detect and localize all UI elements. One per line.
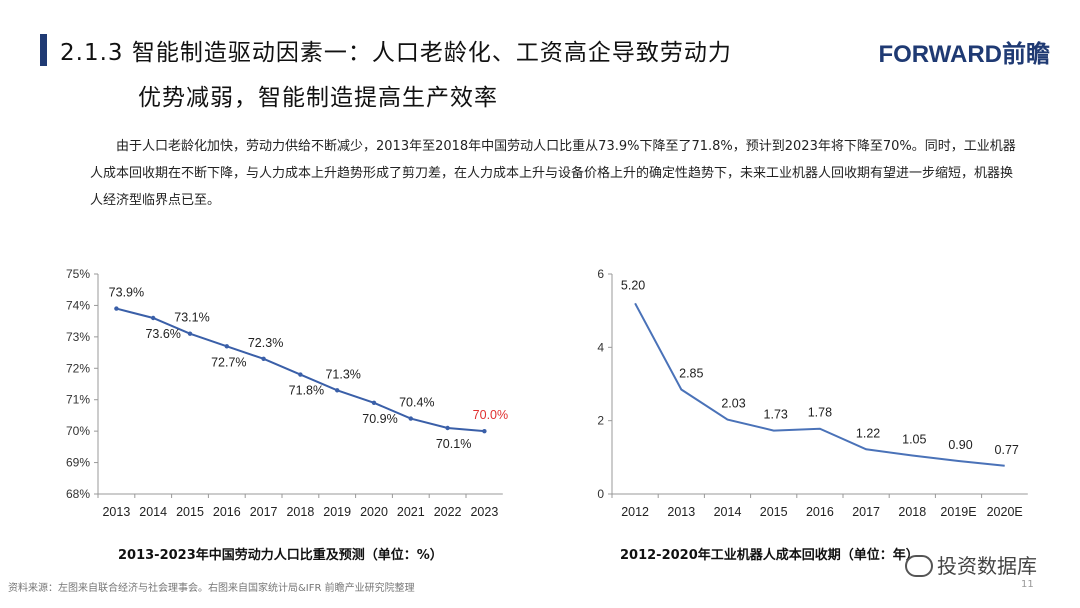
payback-period-chart: 0 2 4 6 2012 2013 2014 2015 2016 2017 2018 2019E 202… bbox=[560, 262, 1040, 531]
data-point bbox=[224, 344, 229, 349]
page-number: 11 bbox=[1021, 579, 1034, 590]
x-tick-label: 2019 bbox=[323, 505, 351, 519]
x-tick-label: 2023 bbox=[470, 505, 498, 519]
x-tick-label: 2016 bbox=[806, 505, 834, 519]
x-tick-label: 2021 bbox=[397, 505, 425, 519]
y-tick-label: 73% bbox=[66, 330, 90, 344]
data-point bbox=[298, 372, 303, 377]
data-point bbox=[482, 428, 487, 434]
data-label: 1.22 bbox=[856, 426, 880, 440]
data-label: 0.90 bbox=[948, 438, 972, 452]
x-tick-label: 2016 bbox=[213, 505, 241, 519]
data-label: 71.8% bbox=[289, 384, 324, 398]
data-label: 71.3% bbox=[325, 367, 360, 381]
data-label: 1.73 bbox=[764, 408, 788, 422]
x-tick-label: 2015 bbox=[760, 505, 788, 519]
data-label: 5.20 bbox=[621, 278, 645, 292]
x-tick-label: 2022 bbox=[434, 505, 462, 519]
labor-share-chart-svg: 68% 69% 70% 71% 72% 73% 74% 75% 2013 2014 2015 2016… bbox=[66, 267, 508, 519]
data-label: 2.03 bbox=[721, 397, 745, 411]
data-label: 0.77 bbox=[995, 443, 1019, 457]
labor-share-chart: 68% 69% 70% 71% 72% 73% 74% 75% 2013 2014 2015 2016… bbox=[30, 262, 520, 531]
series-line bbox=[634, 302, 1005, 467]
data-point bbox=[151, 315, 156, 321]
y-tick-label: 75% bbox=[66, 267, 90, 281]
y-tick-label: 69% bbox=[66, 456, 90, 470]
x-tick-label: 2017 bbox=[250, 505, 278, 519]
wechat-icon bbox=[905, 554, 933, 577]
right-chart-caption: 2012-2020年工业机器人成本回收期（单位：年） bbox=[620, 548, 919, 563]
y-tick-label: 0 bbox=[597, 487, 604, 501]
page-title-line1: 2.1.3 智能制造驱动因素一：人口老龄化、工资高企导致劳动力 bbox=[60, 40, 732, 66]
y-tick-label: 68% bbox=[66, 487, 90, 501]
y-tick-label: 72% bbox=[66, 361, 90, 375]
x-tick-label: 2013 bbox=[667, 505, 695, 519]
y-tick-label: 2 bbox=[597, 414, 604, 428]
y-tick-label: 74% bbox=[66, 298, 90, 312]
x-tick-label: 2018 bbox=[898, 505, 926, 519]
data-point bbox=[408, 416, 413, 421]
data-point bbox=[261, 356, 266, 362]
x-tick-label: 2015 bbox=[176, 505, 204, 519]
y-tick-label: 71% bbox=[66, 393, 90, 407]
data-label: 72.3% bbox=[248, 336, 283, 350]
data-point bbox=[114, 306, 119, 311]
left-chart-caption: 2013-2023年中国劳动力人口比重及预测（单位：%） bbox=[118, 548, 443, 563]
source-note: 资料来源：左图来自联合经济与社会理事会。右图来自国家统计局&IFR 前瞻产业研究… bbox=[8, 583, 415, 594]
data-point bbox=[335, 388, 340, 393]
data-point bbox=[187, 331, 193, 336]
data-label: 2.85 bbox=[679, 367, 703, 381]
x-tick-label: 2017 bbox=[852, 505, 880, 519]
data-label: 73.6% bbox=[145, 327, 180, 341]
x-tick-label: 2020E bbox=[987, 505, 1023, 519]
page-title-line2: 优势减弱，智能制造提高生产效率 bbox=[138, 85, 498, 111]
intro-paragraph: 由于人口老龄化加快，劳动力供给不断减少，2013年至2018年中国劳动人口比重从… bbox=[90, 139, 1016, 208]
title-accent-bar bbox=[40, 34, 47, 66]
x-tick-label: 2013 bbox=[102, 505, 130, 519]
data-label: 1.05 bbox=[902, 433, 926, 447]
x-tick-label: 2018 bbox=[286, 505, 314, 519]
y-tick-label: 6 bbox=[597, 267, 604, 281]
y-tick-label: 70% bbox=[66, 424, 90, 438]
y-tick-label: 4 bbox=[597, 340, 604, 354]
data-label: 70.0% bbox=[473, 408, 508, 422]
x-tick-label: 2019E bbox=[940, 505, 976, 519]
data-point bbox=[371, 400, 377, 406]
wechat-account-name: 投资数据库 bbox=[937, 554, 1037, 578]
data-label: 73.9% bbox=[109, 286, 144, 300]
x-tick-label: 2012 bbox=[621, 505, 649, 519]
data-point bbox=[445, 425, 450, 431]
data-label: 70.9% bbox=[362, 412, 397, 426]
x-tick-label: 2014 bbox=[714, 505, 742, 519]
forward-logo: FORWARD前瞻 bbox=[878, 41, 1050, 68]
x-tick-label: 2020 bbox=[360, 505, 388, 519]
payback-period-chart-svg: 0 2 4 6 2012 2013 2014 2015 2016 2017 2018 2019E 202… bbox=[597, 267, 1028, 519]
wechat-watermark: 投资数据库 bbox=[905, 550, 1037, 579]
data-label: 1.78 bbox=[808, 406, 832, 420]
data-label: 70.1% bbox=[436, 437, 471, 451]
data-label: 73.1% bbox=[174, 311, 209, 325]
data-label: 72.7% bbox=[211, 355, 246, 369]
data-label: 70.4% bbox=[399, 396, 434, 410]
x-tick-label: 2014 bbox=[139, 505, 167, 519]
